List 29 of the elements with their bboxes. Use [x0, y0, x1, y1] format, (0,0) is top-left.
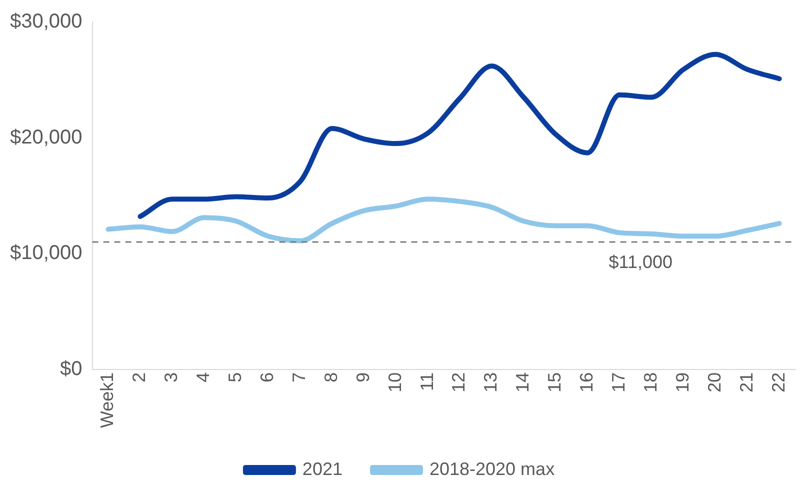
- x-tick-label: 6: [257, 372, 278, 382]
- ref-line-label: $11,000: [608, 252, 672, 272]
- x-tick-label: 11: [416, 372, 437, 391]
- x-tick-label: 19: [672, 372, 692, 392]
- x-tick-label: 3: [161, 372, 182, 382]
- x-tick-label: 5: [225, 372, 246, 382]
- x-tick-label: Week1: [97, 372, 118, 428]
- x-tick-label: 15: [544, 372, 565, 392]
- x-tick-label: 9: [352, 372, 373, 382]
- x-tick-label: 12: [448, 372, 469, 392]
- legend-label: 2021: [302, 458, 342, 479]
- y-tick-label: $20,000: [10, 126, 82, 148]
- x-tick-label: 13: [480, 372, 501, 392]
- y-tick-label: $30,000: [10, 10, 82, 33]
- y-tick-label: $10,000: [10, 242, 82, 264]
- x-tick-label: 2: [129, 372, 150, 382]
- x-tick-label: 4: [193, 372, 214, 382]
- x-tick-label: 20: [704, 372, 724, 392]
- x-tick-label: 17: [608, 372, 629, 392]
- x-tick-label: 21: [736, 372, 756, 392]
- x-tick-label: 18: [640, 372, 660, 392]
- x-tick-label: 8: [320, 372, 341, 382]
- x-tick-label: 22: [768, 372, 788, 392]
- x-tick-label: 16: [576, 372, 597, 392]
- y-tick-label: $0: [60, 358, 82, 380]
- legend-label: 2018-2020 max: [429, 458, 555, 479]
- x-tick-label: 7: [288, 372, 309, 382]
- x-tick-label: 10: [384, 372, 405, 392]
- x-tick-label: 14: [512, 372, 533, 392]
